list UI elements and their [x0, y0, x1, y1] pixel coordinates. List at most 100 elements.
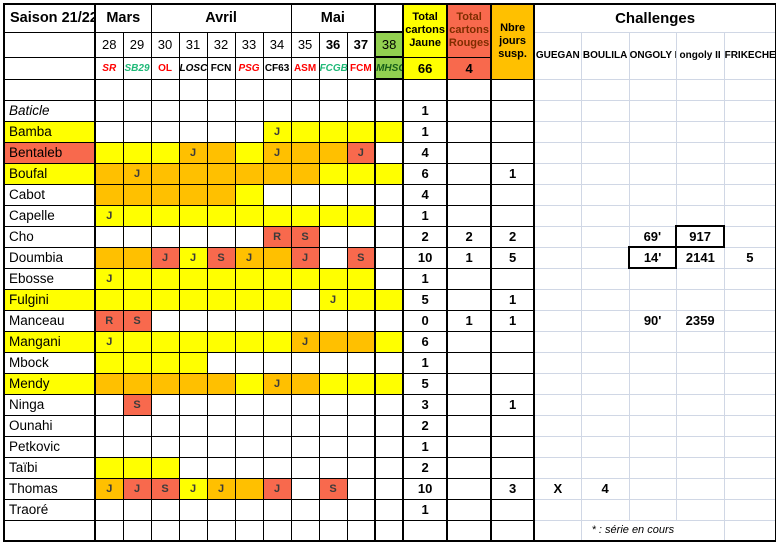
cell-doumbia-31[interactable]: J — [178, 246, 208, 269]
cell-cabot-29[interactable] — [122, 183, 152, 206]
cell-ebosse-37[interactable] — [346, 267, 376, 290]
cell-ninga-28[interactable] — [94, 393, 124, 416]
chall-guegan-doumbia[interactable] — [533, 246, 582, 269]
chall-frikeche-bentaleb[interactable] — [723, 141, 776, 164]
chall-frikeche-ninga[interactable] — [723, 393, 776, 416]
cell-fulgini-30[interactable] — [150, 288, 180, 311]
cell-ninga-37[interactable] — [346, 393, 376, 416]
susp-boufal[interactable]: 1 — [490, 162, 536, 185]
chall-boulila-bamba[interactable] — [580, 120, 630, 143]
spacer-guegan[interactable] — [533, 78, 582, 101]
cell-mendy-36[interactable] — [318, 372, 348, 395]
rouges-traore[interactable] — [446, 498, 493, 521]
chall-ongoly1-mendy[interactable] — [628, 372, 677, 395]
cell-capelle-31[interactable] — [178, 204, 208, 227]
cell-boufal-29[interactable]: J — [122, 162, 152, 185]
cell-mangani-31[interactable] — [178, 330, 208, 353]
cell-bamba-33[interactable] — [234, 120, 264, 143]
cell-boufal-32[interactable] — [206, 162, 236, 185]
cell-thomas-36[interactable]: S — [318, 477, 348, 500]
cell-taibi-35[interactable] — [290, 456, 320, 479]
cell-petkovic-29[interactable] — [122, 435, 152, 458]
cell-thomas-34[interactable]: J — [262, 477, 292, 500]
cell-manceau-34[interactable] — [262, 309, 292, 332]
chall-ongoly1-baticle[interactable] — [628, 99, 677, 122]
cell-cho-35[interactable]: S — [290, 225, 320, 248]
cell-boufal-33[interactable] — [234, 162, 264, 185]
cell-cho-34[interactable]: R — [262, 225, 292, 248]
cell-bentaleb-28[interactable] — [94, 141, 124, 164]
rouges-mendy[interactable] — [446, 372, 493, 395]
matchday-28[interactable]: 28 — [94, 31, 124, 58]
cell-cho-36[interactable] — [318, 225, 348, 248]
cell-cabot-33[interactable] — [234, 183, 264, 206]
chall-boulila-traore[interactable] — [580, 498, 630, 521]
player-name-cabot[interactable]: Cabot — [3, 183, 96, 206]
chall-guegan-boufal[interactable] — [533, 162, 582, 185]
cell-petkovic-33[interactable] — [234, 435, 264, 458]
chall-ongoly2-fulgini[interactable] — [675, 288, 725, 311]
cell-boufal-30[interactable] — [150, 162, 180, 185]
rouges-mangani[interactable] — [446, 330, 493, 353]
jaune-baticle[interactable]: 1 — [402, 99, 449, 122]
rouges-doumbia[interactable]: 1 — [446, 246, 493, 269]
chall-ongoly2-traore[interactable] — [675, 498, 725, 521]
challenges-title[interactable]: Challenges — [533, 3, 776, 33]
susp-mendy[interactable] — [490, 372, 536, 395]
cell-doumbia-35[interactable]: J — [290, 246, 320, 269]
cell-mangani-29[interactable] — [122, 330, 152, 353]
cell-traore-37[interactable] — [346, 498, 376, 521]
cell-bentaleb-31[interactable]: J — [178, 141, 208, 164]
chall-guegan-thomas[interactable]: X — [533, 477, 582, 500]
cell-mangani-35[interactable]: J — [290, 330, 320, 353]
chall-ongoly1-bentaleb[interactable] — [628, 141, 677, 164]
cell-taibi-31[interactable] — [178, 456, 208, 479]
chall-boulila-baticle[interactable] — [580, 99, 630, 122]
cell-mendy-37[interactable] — [346, 372, 376, 395]
jaune-bamba[interactable]: 1 — [402, 120, 449, 143]
chall-ongoly1-traore[interactable] — [628, 498, 677, 521]
cell-capelle-35[interactable] — [290, 204, 320, 227]
cell-thomas-29[interactable]: J — [122, 477, 152, 500]
chall-frikeche-doumbia[interactable]: 5 — [723, 246, 776, 269]
chall-ongoly1-cho[interactable]: 69' — [628, 225, 677, 248]
bottom-cell-36[interactable] — [318, 519, 348, 542]
chall-boulila-ninga[interactable] — [580, 393, 630, 416]
chall-guegan-ebosse[interactable] — [533, 267, 582, 290]
jaune-mbock[interactable]: 1 — [402, 351, 449, 374]
cell-bentaleb-32[interactable] — [206, 141, 236, 164]
cell-bentaleb-37[interactable]: J — [346, 141, 376, 164]
chall-ongoly2-capelle[interactable] — [675, 204, 725, 227]
rouges-mbock[interactable] — [446, 351, 493, 374]
cell-ebosse-38[interactable] — [374, 267, 405, 290]
susp-mangani[interactable] — [490, 330, 536, 353]
cell-mendy-33[interactable] — [234, 372, 264, 395]
cell-mendy-31[interactable] — [178, 372, 208, 395]
chall-ongoly2-manceau[interactable]: 2359 — [675, 309, 725, 332]
chall-guegan-bentaleb[interactable] — [533, 141, 582, 164]
cell-taibi-29[interactable] — [122, 456, 152, 479]
cell-cabot-35[interactable] — [290, 183, 320, 206]
challenge-header-guegan[interactable]: GUEGAN — [533, 31, 582, 80]
bottom-rouges[interactable] — [446, 519, 493, 542]
opponent-sb29[interactable]: SB29 — [122, 56, 152, 80]
player-name-mendy[interactable]: Mendy — [3, 372, 96, 395]
cell-mendy-34[interactable]: J — [262, 372, 292, 395]
susp-traore[interactable] — [490, 498, 536, 521]
jaune-doumbia[interactable]: 10 — [402, 246, 449, 269]
cell-thomas-35[interactable] — [290, 477, 320, 500]
matchday-35[interactable]: 35 — [290, 31, 320, 58]
spacer-ongoly2[interactable] — [675, 78, 725, 101]
rouges-boufal[interactable] — [446, 162, 493, 185]
cell-cho-28[interactable] — [94, 225, 124, 248]
rouges-ninga[interactable] — [446, 393, 493, 416]
chall-guegan-mangani[interactable] — [533, 330, 582, 353]
chall-ongoly2-mendy[interactable] — [675, 372, 725, 395]
cell-ounahi-35[interactable] — [290, 414, 320, 437]
cell-ounahi-34[interactable] — [262, 414, 292, 437]
chall-ongoly2-baticle[interactable] — [675, 99, 725, 122]
cell-fulgini-34[interactable] — [262, 288, 292, 311]
cell-ninga-38[interactable] — [374, 393, 405, 416]
bottom-frikeche[interactable] — [723, 519, 776, 542]
chall-boulila-manceau[interactable] — [580, 309, 630, 332]
